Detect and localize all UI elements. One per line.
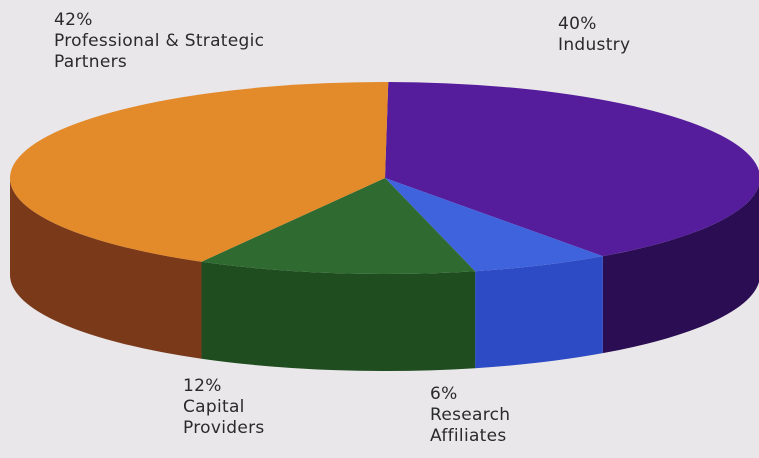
category-label: Partners (54, 52, 128, 72)
pie-side-wall (9, 178, 202, 359)
pie-slice (9, 82, 389, 262)
value-label: 6% (430, 384, 458, 404)
pie-side-wall (602, 184, 759, 354)
value-label: 40% (558, 14, 597, 34)
pie-side-wall (475, 256, 603, 369)
category-label: Capital (183, 397, 245, 417)
pie-side-walls (9, 178, 759, 371)
category-label: Providers (183, 418, 265, 438)
label-professional-strategic-partners: 42% Professional & Strategic Partners (54, 10, 264, 73)
pie-slice (385, 82, 759, 257)
label-capital-providers: 12% Capital Providers (183, 376, 265, 439)
category-label: Professional & Strategic (54, 31, 265, 51)
category-label: Research (430, 405, 511, 425)
pie-slice (201, 178, 476, 275)
category-label: Industry (558, 35, 631, 55)
value-label: 12% (183, 376, 222, 396)
pie-side-wall (201, 261, 476, 371)
label-research-affiliates: 6% Research Affiliates (430, 384, 510, 447)
label-industry: 40% Industry (558, 14, 630, 56)
category-label: Affiliates (430, 426, 507, 446)
pie-slice (385, 178, 603, 272)
pie-top-faces (9, 82, 759, 275)
value-label: 42% (54, 10, 93, 30)
